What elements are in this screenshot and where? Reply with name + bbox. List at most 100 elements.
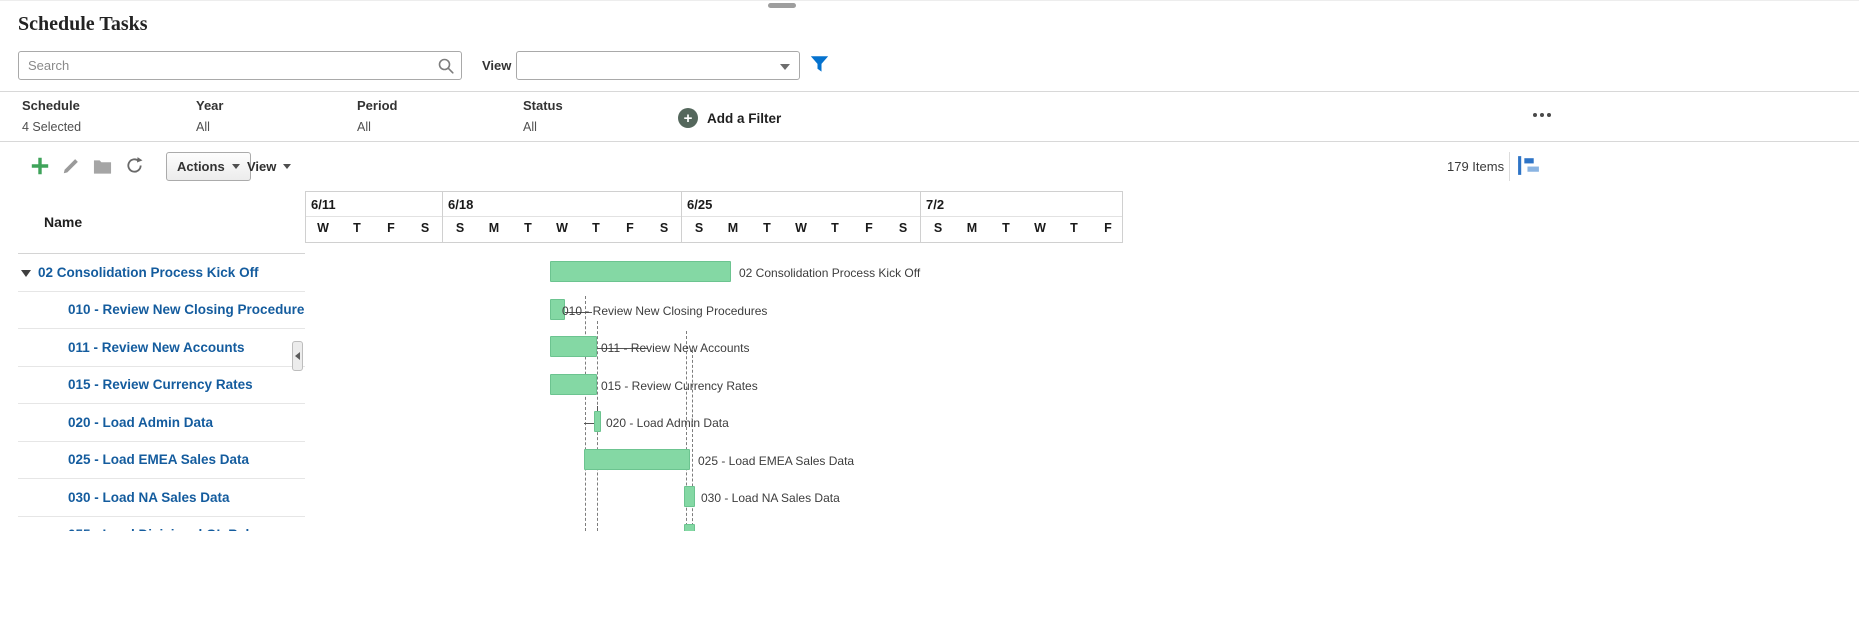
add-filter-button[interactable]: + Add a Filter [678, 108, 781, 128]
gantt-bar[interactable] [594, 411, 601, 432]
day-header-cell: M [727, 221, 739, 235]
day-header-cell: M [488, 221, 500, 235]
filter-status-value: All [523, 120, 537, 134]
day-header-cell: T [763, 221, 771, 235]
collapse-triangle-icon[interactable] [21, 270, 31, 278]
filter-year-value: All [196, 120, 210, 134]
filter-schedule-value: 4 Selected [22, 120, 82, 134]
gantt-row: 030 - Load NA Sales Data [305, 479, 1121, 517]
gantt-row: 010 - Review New Closing Procedures [305, 292, 1121, 330]
week-header-cell: 6/11 [306, 192, 442, 217]
plus-circle-icon: + [678, 108, 698, 128]
folder-button[interactable] [93, 159, 112, 175]
connector-line [561, 312, 592, 313]
gantt-view-button[interactable] [1516, 153, 1541, 178]
gantt-bar[interactable] [550, 336, 597, 357]
day-header-cell: F [1104, 221, 1112, 235]
chevron-down-icon [780, 64, 790, 70]
gantt-bar[interactable] [684, 523, 695, 531]
task-name-row[interactable]: 010 - Review New Closing Procedures [18, 292, 305, 329]
gantt-bar-label: 025 - Load EMEA Sales Data [698, 453, 855, 468]
filter-schedule-label: Schedule [22, 98, 80, 113]
dependency-line [585, 296, 586, 531]
task-name-row[interactable]: 015 - Review Currency Rates [18, 367, 305, 404]
overflow-menu-button[interactable] [1529, 109, 1555, 121]
gantt-bar[interactable] [550, 261, 731, 282]
filter-funnel-icon[interactable] [810, 55, 829, 79]
day-header-row: S M T W T F S [443, 217, 681, 242]
filter-year[interactable]: Year All [196, 92, 223, 134]
gantt-chart-icon [1518, 156, 1539, 175]
task-name-label: 020 - Load Admin Data [68, 414, 214, 430]
gantt-bar[interactable] [684, 486, 695, 507]
gantt-bar[interactable] [584, 448, 690, 470]
task-name-label: 015 - Review Currency Rates [68, 377, 253, 393]
edit-button[interactable] [62, 157, 80, 175]
gantt-row [305, 517, 1121, 531]
filter-year-label: Year [196, 98, 224, 113]
day-header-cell: S [659, 221, 669, 235]
panel-splitter[interactable] [292, 341, 303, 371]
connector-line [584, 423, 601, 424]
view-dropdown[interactable] [516, 51, 800, 80]
task-name-panel: Name 02 Consolidation Process Kick Off 0… [18, 191, 305, 531]
day-header-row: S M T W T F [921, 217, 1122, 242]
task-name-row[interactable]: 020 - Load Admin Data [18, 404, 305, 442]
day-header-cell: W [317, 221, 329, 235]
collapse-arrow-icon [295, 352, 300, 360]
toolbar-divider [1509, 152, 1510, 181]
gantt-bar-label: 020 - Load Admin Data [606, 416, 729, 430]
week-column: 6/18 S M T W T F S [442, 192, 681, 242]
refresh-icon [127, 157, 143, 173]
task-name-row[interactable]: 02 Consolidation Process Kick Off [18, 254, 305, 292]
gantt-bar-label: 015 - Review Currency Rates [601, 378, 758, 393]
task-name-row[interactable]: 055 - Load Divisional GL Balances [18, 517, 305, 531]
day-header-cell: T [1002, 221, 1010, 235]
search-input-wrapper [18, 51, 462, 80]
filter-period[interactable]: Period All [357, 92, 397, 134]
view-menu-button[interactable]: View [247, 152, 292, 181]
actions-menu-button[interactable]: Actions [166, 152, 251, 181]
refresh-button[interactable] [125, 156, 144, 175]
task-name-row[interactable]: 011 - Review New Accounts [18, 329, 305, 367]
add-task-button[interactable] [30, 156, 50, 176]
day-header-cell: M [966, 221, 978, 235]
day-header-cell: S [455, 221, 465, 235]
day-header-cell: T [1070, 221, 1078, 235]
day-header-cell: T [831, 221, 839, 235]
task-name-label: 02 Consolidation Process Kick Off [38, 264, 259, 280]
gantt-row: 02 Consolidation Process Kick Off [305, 254, 1121, 292]
day-header-cell: T [524, 221, 532, 235]
view-menu-label: View [247, 159, 277, 174]
gantt-bar[interactable] [550, 298, 565, 320]
search-icon[interactable] [437, 57, 455, 80]
gantt-body: 02 Consolidation Process Kick Off 010 - … [305, 243, 1121, 531]
gantt-row: 020 - Load Admin Data [305, 404, 1121, 442]
folder-icon [93, 160, 112, 174]
gantt-timeline: 6/11 W T F S 6/18 S M T W T [305, 191, 1123, 531]
name-column-header: Name [18, 191, 305, 254]
day-header-cell: F [387, 221, 395, 235]
filter-status[interactable]: Status All [523, 92, 563, 134]
view-dropdown-label: View [482, 58, 512, 73]
name-column-header-label: Name [44, 214, 83, 230]
task-name-row[interactable]: 030 - Load NA Sales Data [18, 479, 305, 517]
task-name-row[interactable]: 025 - Load EMEA Sales Data [18, 442, 305, 479]
task-name-rows: 02 Consolidation Process Kick Off 010 - … [18, 254, 305, 531]
search-input[interactable] [19, 52, 461, 79]
week-column: 6/11 W T F S [306, 192, 442, 242]
week-header-cell: 6/25 [682, 192, 920, 217]
caret-down-icon [231, 164, 240, 169]
day-header-cell: F [865, 221, 873, 235]
week-column: 6/25 S M T W T F S [681, 192, 920, 242]
sheet-drag-handle[interactable] [768, 3, 796, 8]
timeline-header: 6/11 W T F S 6/18 S M T W T [305, 191, 1123, 243]
dependency-line [686, 331, 687, 531]
filter-schedule[interactable]: Schedule 4 Selected [22, 92, 81, 134]
pencil-icon [63, 159, 78, 174]
day-header-row: S M T W T F S [682, 217, 920, 242]
caret-down-icon [283, 164, 292, 169]
day-header-cell: S [933, 221, 943, 235]
gantt-bar[interactable] [550, 373, 597, 395]
